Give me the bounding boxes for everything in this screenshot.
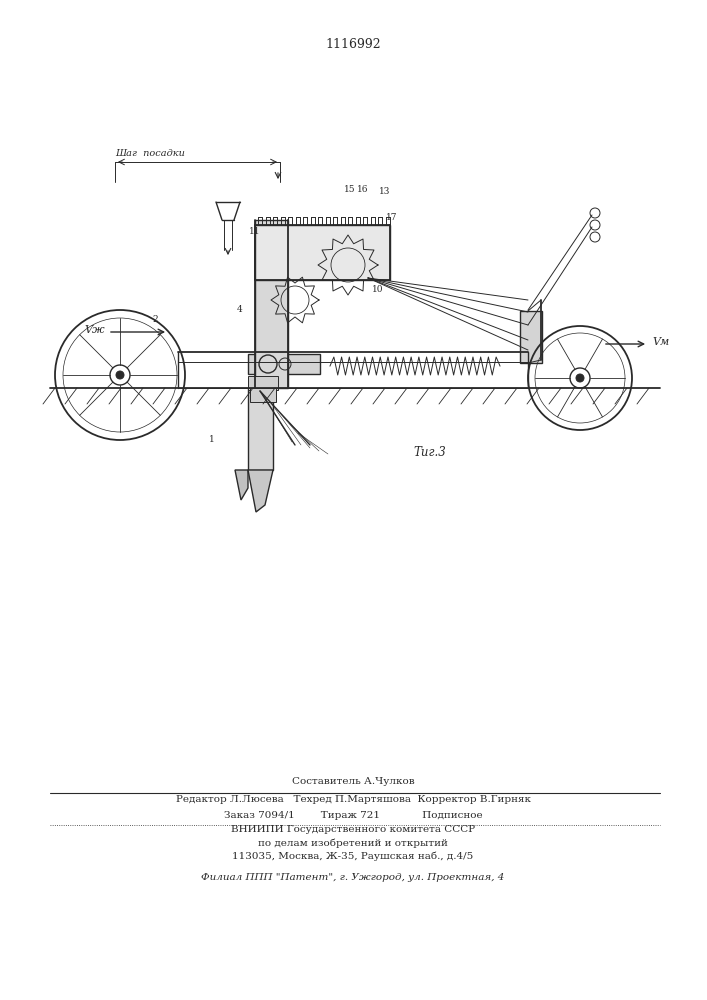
Text: Филиал ППП "Патент", г. Ужгород, ул. Проектная, 4: Филиал ППП "Патент", г. Ужгород, ул. Про… [201, 874, 505, 882]
Bar [250, 388, 276, 402]
Circle shape [576, 374, 584, 382]
Bar [255, 225, 390, 280]
Text: 4: 4 [237, 306, 243, 314]
Text: 10: 10 [373, 286, 384, 294]
Text: Составитель А.Чулков: Составитель А.Чулков [292, 778, 414, 786]
Text: Заказ 7094/1        Тираж 721             Подписное: Заказ 7094/1 Тираж 721 Подписное [223, 810, 482, 820]
Text: 1116992: 1116992 [325, 38, 381, 51]
Text: 13: 13 [380, 188, 391, 196]
Text: 17: 17 [386, 213, 398, 222]
Text: Шаг  посадки: Шаг посадки [115, 149, 185, 158]
Text: ВНИИПИ Государственного комитета СССР: ВНИИПИ Государственного комитета СССР [231, 826, 475, 834]
Bar [255, 220, 288, 388]
Bar [248, 388, 273, 470]
Bar [520, 311, 542, 363]
Polygon shape [235, 470, 248, 500]
Text: Vж: Vж [84, 325, 105, 335]
Text: Vм: Vм [652, 337, 670, 347]
Polygon shape [248, 470, 273, 512]
Text: Редактор Л.Люсева   Техред П.Мартяшова  Корректор В.Гирняк: Редактор Л.Люсева Техред П.Мартяшова Кор… [175, 796, 530, 804]
Text: 1: 1 [209, 436, 215, 444]
Circle shape [116, 371, 124, 379]
Text: 113035, Москва, Ж-35, Раушская наб., д.4/5: 113035, Москва, Ж-35, Раушская наб., д.4… [233, 851, 474, 861]
Text: по делам изобретений и открытий: по делам изобретений и открытий [258, 838, 448, 848]
Text: 16: 16 [357, 186, 369, 194]
Bar [248, 376, 278, 390]
Bar [248, 354, 320, 374]
Text: 15: 15 [344, 186, 356, 194]
Text: Τиг.3: Τиг.3 [414, 446, 446, 458]
Text: 11: 11 [250, 228, 261, 236]
Text: 2: 2 [152, 316, 158, 324]
